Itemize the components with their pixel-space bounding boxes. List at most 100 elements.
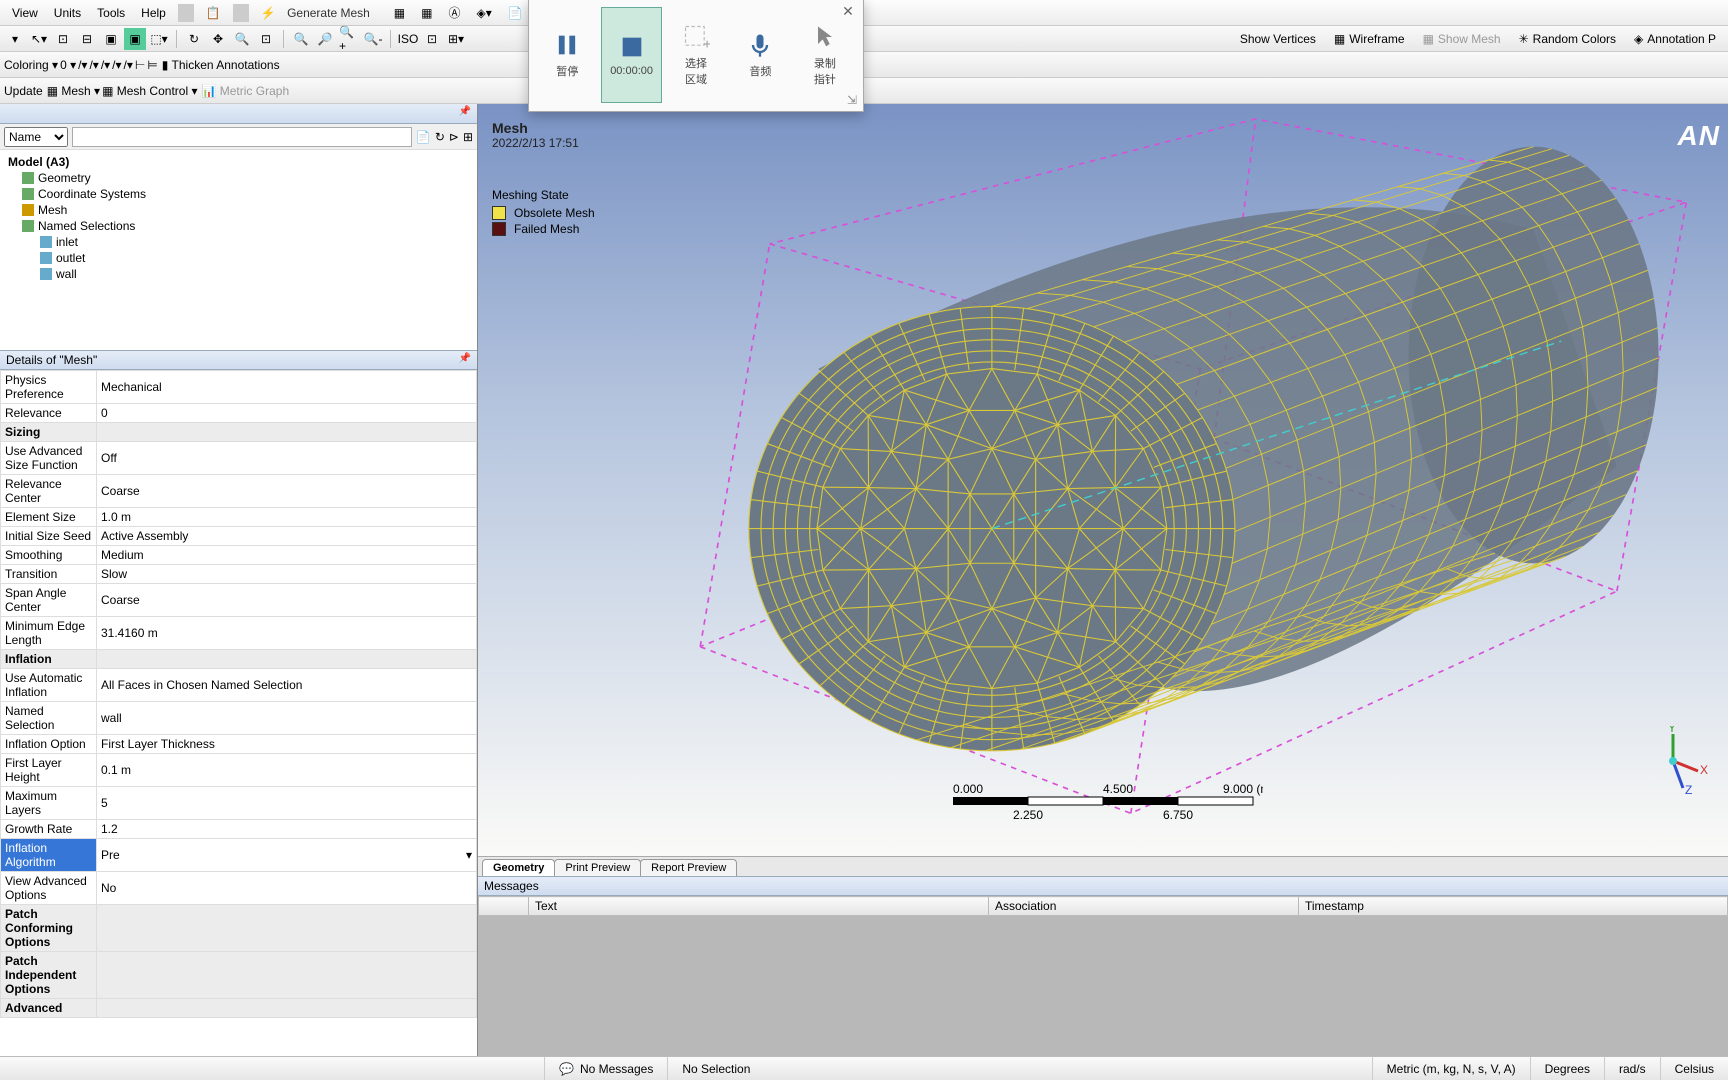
view-icon[interactable]: ⊞▾ xyxy=(445,28,467,50)
measure-icon[interactable]: ⊨ xyxy=(147,58,157,72)
prop-row[interactable]: Named Selectionwall xyxy=(1,702,477,735)
toolbar-icon[interactable]: ▦ xyxy=(413,3,440,23)
tab-report-preview[interactable]: Report Preview xyxy=(640,859,737,876)
probe-icon[interactable]: ⊢ xyxy=(135,58,145,72)
annotation-button[interactable]: ◈ Annotation P xyxy=(1626,30,1724,48)
pause-button[interactable]: 暂停 xyxy=(537,7,597,103)
audio-button[interactable]: 音频 xyxy=(730,7,790,103)
line-style-icon[interactable]: /▾ xyxy=(124,58,133,72)
menu-help[interactable]: Help xyxy=(133,3,174,23)
prop-row[interactable]: SmoothingMedium xyxy=(1,546,477,565)
filter-input[interactable] xyxy=(72,127,412,147)
coloring-dropdown[interactable]: Coloring ▾ xyxy=(4,58,58,72)
prop-row[interactable]: Inflation OptionFirst Layer Thickness xyxy=(1,735,477,754)
zoom-icon[interactable]: 🔍 xyxy=(231,28,253,50)
prop-row[interactable]: Use Advanced Size FunctionOff xyxy=(1,442,477,475)
prop-row[interactable]: Advanced xyxy=(1,999,477,1018)
tree-inlet[interactable]: inlet xyxy=(0,234,477,250)
prop-row[interactable]: First Layer Height0.1 m xyxy=(1,754,477,787)
prop-row[interactable]: Patch Independent Options xyxy=(1,952,477,999)
line-style-icon[interactable]: /▾ xyxy=(101,58,110,72)
toolbar-icon[interactable]: Ⓐ xyxy=(440,1,468,24)
mesh-control-dropdown[interactable]: ▦ Mesh Control ▾ xyxy=(102,84,197,98)
prop-row[interactable]: Use Automatic InflationAll Faces in Chos… xyxy=(1,669,477,702)
metric-graph-button[interactable]: 📊 Metric Graph xyxy=(201,84,289,98)
zoom-in-icon[interactable]: 🔍+ xyxy=(338,28,360,50)
body-select-icon[interactable]: ▣ xyxy=(124,28,146,50)
show-vertices-button[interactable]: Show Vertices xyxy=(1232,30,1324,48)
tree-geometry[interactable]: Geometry xyxy=(0,170,477,186)
filter-type-select[interactable]: Name xyxy=(4,127,68,147)
cursor-icon[interactable]: ↖▾ xyxy=(28,28,50,50)
cursor-button[interactable]: 录制 指针 xyxy=(795,7,855,103)
prop-row[interactable]: Maximum Layers5 xyxy=(1,787,477,820)
tab-print-preview[interactable]: Print Preview xyxy=(554,859,641,876)
box-select-icon[interactable]: ⬚▾ xyxy=(148,28,170,50)
toolbar-icon[interactable]: ◈▾ xyxy=(469,3,500,23)
menu-tools[interactable]: Tools xyxy=(89,3,133,23)
fit-icon[interactable]: 🔍 xyxy=(290,28,312,50)
filter-clear-icon[interactable]: ↻ xyxy=(435,130,445,144)
edge-select-icon[interactable]: ⊟ xyxy=(76,28,98,50)
prop-row[interactable]: Growth Rate1.2 xyxy=(1,820,477,839)
toolbar-icon[interactable]: 📋 xyxy=(198,3,229,23)
prop-row[interactable]: Span Angle CenterCoarse xyxy=(1,584,477,617)
property-grid[interactable]: Physics PreferenceMechanicalRelevance0Si… xyxy=(0,370,477,1056)
tree-wall[interactable]: wall xyxy=(0,266,477,282)
zoom-box-icon[interactable]: ⊡ xyxy=(255,28,277,50)
tree-outlet[interactable]: outlet xyxy=(0,250,477,266)
prop-row[interactable]: Patch Conforming Options xyxy=(1,905,477,952)
vertex-select-icon[interactable]: ⊡ xyxy=(52,28,74,50)
status-messages[interactable]: 💬 No Messages xyxy=(544,1057,667,1080)
messages-grid[interactable]: Text Association Timestamp xyxy=(478,896,1728,1056)
menu-view[interactable]: View xyxy=(4,3,46,23)
stop-button[interactable]: 00:00:00 xyxy=(601,7,661,103)
show-mesh-button[interactable]: ▦ Show Mesh xyxy=(1415,30,1509,48)
prop-row[interactable]: Relevance0 xyxy=(1,404,477,423)
pin-icon[interactable]: 📌 xyxy=(459,353,471,367)
prop-row[interactable]: Inflation AlgorithmPre▾ xyxy=(1,839,477,872)
rotate-icon[interactable]: ↻ xyxy=(183,28,205,50)
line-style-icon[interactable]: /▾ xyxy=(89,58,98,72)
filter-apply-icon[interactable]: 📄 xyxy=(416,130,431,144)
tree-root[interactable]: Model (A3) xyxy=(0,154,477,170)
iso-icon[interactable]: ISO xyxy=(397,28,419,50)
face-select-icon[interactable]: ▣ xyxy=(100,28,122,50)
3d-viewport[interactable]: Mesh 2022/2/13 17:51 Meshing State Obsol… xyxy=(478,104,1728,856)
tab-geometry[interactable]: Geometry xyxy=(482,859,555,876)
prop-row[interactable]: TransitionSlow xyxy=(1,565,477,584)
prop-row[interactable]: Relevance CenterCoarse xyxy=(1,475,477,508)
generate-mesh-button[interactable]: ⚡ Generate Mesh xyxy=(253,3,386,23)
edge-thickness[interactable]: 0 ▾ xyxy=(60,58,76,72)
prop-row[interactable]: Physics PreferenceMechanical xyxy=(1,371,477,404)
prop-row[interactable]: Inflation xyxy=(1,650,477,669)
toolbar-icon[interactable]: ▦ xyxy=(386,3,413,23)
view-icon[interactable]: ⊡ xyxy=(421,28,443,50)
prop-row[interactable]: Initial Size SeedActive Assembly xyxy=(1,527,477,546)
outline-tree[interactable]: Model (A3) Geometry Coordinate Systems M… xyxy=(0,150,477,350)
mesh-dropdown[interactable]: ▦ Mesh ▾ xyxy=(47,84,100,98)
prop-row[interactable]: Minimum Edge Length31.4160 m xyxy=(1,617,477,650)
menu-units[interactable]: Units xyxy=(46,3,89,23)
close-icon[interactable]: ✕ xyxy=(839,3,857,21)
prop-row[interactable]: Sizing xyxy=(1,423,477,442)
line-style-icon[interactable]: /▾ xyxy=(112,58,121,72)
tree-coordsys[interactable]: Coordinate Systems xyxy=(0,186,477,202)
zoom-sel-icon[interactable]: 🔎 xyxy=(314,28,336,50)
pan-icon[interactable]: ✥ xyxy=(207,28,229,50)
tree-mesh[interactable]: Mesh xyxy=(0,202,477,218)
select-region-button[interactable]: + 选择 区域 xyxy=(666,7,726,103)
pin-icon[interactable]: 📌 xyxy=(459,106,471,121)
random-colors-button[interactable]: ✳ Random Colors xyxy=(1511,30,1624,48)
zoom-out-icon[interactable]: 🔍- xyxy=(362,28,384,50)
prop-row[interactable]: View Advanced OptionsNo xyxy=(1,872,477,905)
wireframe-button[interactable]: ▦ Wireframe xyxy=(1326,30,1413,48)
orientation-triad[interactable]: X Y Z xyxy=(1638,726,1708,796)
prop-row[interactable]: Element Size1.0 m xyxy=(1,508,477,527)
line-style-icon[interactable]: /▾ xyxy=(78,58,87,72)
update-button[interactable]: Update xyxy=(4,84,43,98)
tree-namedsel[interactable]: Named Selections xyxy=(0,218,477,234)
filter-icon[interactable]: ▾ xyxy=(4,28,26,50)
expand-icon[interactable]: ⊳ xyxy=(449,130,459,144)
thicken-annotations-button[interactable]: ▮ Thicken Annotations xyxy=(162,58,280,72)
